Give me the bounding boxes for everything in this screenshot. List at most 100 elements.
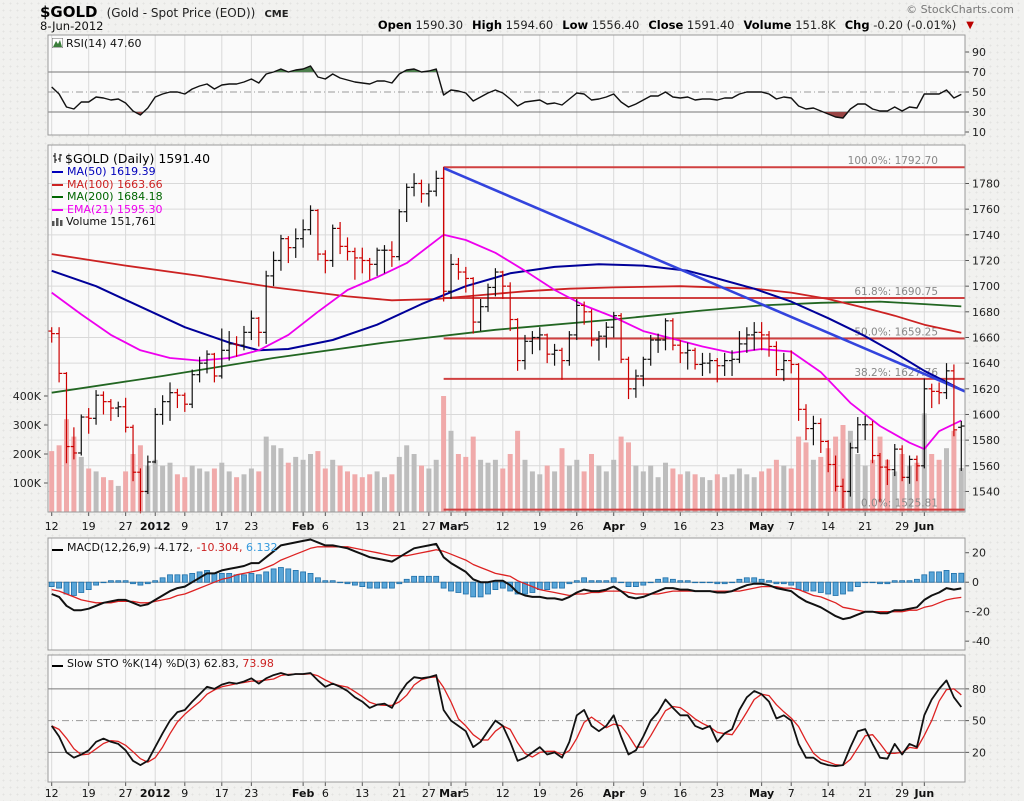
svg-text:6: 6 — [322, 520, 329, 533]
sto-value-k: 62.83, — [203, 657, 239, 670]
svg-text:50: 50 — [972, 715, 986, 728]
sto-legend: Slow STO %K(14) %D(3) 62.83, 73.98 — [52, 657, 274, 670]
rsi-legend-text: RSI(14) 47.60 — [66, 37, 142, 50]
svg-text:300K: 300K — [13, 419, 42, 432]
line-swatch-icon — [52, 208, 63, 211]
quote-volume: Volume 151.8K — [743, 18, 836, 32]
svg-text:26: 26 — [570, 520, 584, 533]
svg-text:23: 23 — [710, 520, 724, 533]
svg-text:13: 13 — [355, 520, 369, 533]
svg-text:7: 7 — [788, 520, 795, 533]
volume-legend-text: Volume 151,761 — [66, 215, 156, 228]
overlay-legend-list: MA(50) 1619.39 MA(100) 1663.66 MA(200) 168… — [52, 165, 210, 217]
quote-chg: Chg -0.20 (-0.01%) — [844, 18, 957, 32]
svg-text:2012: 2012 — [140, 787, 171, 800]
svg-text:Jun: Jun — [913, 520, 934, 533]
svg-text:19: 19 — [82, 787, 96, 800]
svg-text:27: 27 — [119, 520, 133, 533]
quote-bar: Open 1590.30 High 1594.60 Low 1556.40 Close… — [378, 18, 974, 32]
svg-text:14: 14 — [821, 520, 835, 533]
svg-text:29: 29 — [895, 787, 909, 800]
quote-close: Close 1591.40 — [648, 18, 735, 32]
svg-text:200K: 200K — [13, 448, 42, 461]
svg-text:29: 29 — [895, 520, 909, 533]
price-legend: $GOLD (Daily) 1591.40 MA(50) 1619.39 MA(1… — [52, 151, 210, 229]
svg-text:6: 6 — [322, 787, 329, 800]
macd-legend-label: MACD(12,26,9) — [67, 541, 151, 554]
macd-value-2: -10.304, — [196, 541, 243, 554]
svg-text:100.0%: 1792.70: 100.0%: 1792.70 — [848, 155, 938, 167]
svg-text:27: 27 — [422, 787, 436, 800]
rsi-legend: RSI(14) 47.60 — [51, 37, 142, 51]
price-legend-title: $GOLD (Daily) 1591.40 — [52, 151, 210, 166]
svg-text:Jun: Jun — [913, 787, 934, 800]
volume-axis: 400K 300K 200K 100K — [13, 390, 48, 490]
x-axis-labels-1: 12 19 27 2012 9 17 23 Feb 6 13 21 27 Mar 5 12 19 26 Apr 9 1… — [45, 512, 934, 533]
svg-text:61.8%: 1690.75: 61.8%: 1690.75 — [854, 286, 938, 298]
svg-text:1780: 1780 — [972, 177, 1000, 190]
svg-text:1680: 1680 — [972, 306, 1000, 319]
overlay-legend-item: MA(50) 1619.39 — [52, 165, 210, 179]
svg-text:1700: 1700 — [972, 280, 1000, 293]
svg-text:20: 20 — [972, 547, 986, 560]
svg-text:5: 5 — [462, 787, 469, 800]
svg-text:19: 19 — [533, 787, 547, 800]
chart-date: 8-Jun-2012 — [40, 19, 104, 33]
macd-value-1: -4.172, — [154, 541, 194, 554]
svg-text:5: 5 — [462, 520, 469, 533]
price-axis: 1780 1760 1740 1720 1700 1680 1660 1640 1620 1600… — [965, 177, 1000, 498]
svg-text:1620: 1620 — [972, 383, 1000, 396]
svg-text:2012: 2012 — [140, 520, 171, 533]
svg-text:23: 23 — [244, 520, 258, 533]
svg-text:1660: 1660 — [972, 331, 1000, 344]
trendline — [443, 166, 966, 393]
svg-text:23: 23 — [710, 787, 724, 800]
macd-panel — [48, 538, 965, 621]
svg-text:50: 50 — [972, 86, 986, 99]
svg-text:1580: 1580 — [972, 434, 1000, 447]
ticker-symbol: $GOLD — [40, 3, 98, 21]
svg-text:1740: 1740 — [972, 229, 1000, 242]
svg-text:12: 12 — [496, 787, 510, 800]
svg-text:Apr: Apr — [603, 787, 625, 800]
macd-axis: 20 0 -20 -40 — [965, 547, 990, 648]
line-swatch-icon — [52, 183, 63, 186]
line-swatch-icon — [52, 171, 63, 174]
svg-text:100K: 100K — [13, 477, 42, 490]
overlay-legend-item: MA(200) 1684.18 — [52, 190, 210, 204]
rsi-panel — [48, 65, 965, 119]
svg-text:21: 21 — [392, 787, 406, 800]
svg-text:19: 19 — [533, 520, 547, 533]
svg-text:38.2%: 1627.76: 38.2%: 1627.76 — [854, 367, 938, 379]
copyright: © StockCharts.com — [906, 3, 1014, 16]
svg-text:0.0%: 1525.81: 0.0%: 1525.81 — [861, 498, 938, 510]
svg-text:21: 21 — [858, 787, 872, 800]
macd-legend: MACD(12,26,9) -4.172, -10.304, 6.132 — [52, 541, 277, 554]
svg-text:90: 90 — [972, 46, 986, 59]
svg-text:9: 9 — [181, 520, 188, 533]
svg-text:26: 26 — [570, 787, 584, 800]
svg-text:1760: 1760 — [972, 203, 1000, 216]
overlay-legend-item: EMA(21) 1595.30 — [52, 203, 210, 217]
svg-text:9: 9 — [640, 520, 647, 533]
svg-text:1640: 1640 — [972, 357, 1000, 370]
svg-text:70: 70 — [972, 66, 986, 79]
svg-text:1720: 1720 — [972, 254, 1000, 267]
svg-text:10: 10 — [972, 126, 986, 139]
header: $GOLD (Gold - Spot Price (EOD)) CME — [40, 2, 289, 21]
price-legend-title-text: $GOLD (Daily) 1591.40 — [65, 151, 211, 166]
area-chart-icon — [51, 37, 64, 51]
sto-legend-label: Slow STO %K(14) %D(3) — [67, 657, 201, 670]
svg-text:Feb: Feb — [292, 520, 315, 533]
svg-text:Feb: Feb — [292, 787, 315, 800]
svg-text:19: 19 — [82, 520, 96, 533]
svg-text:9: 9 — [640, 787, 647, 800]
svg-text:13: 13 — [355, 787, 369, 800]
down-triangle-icon: ▼ — [966, 19, 974, 31]
svg-text:14: 14 — [821, 787, 835, 800]
stochastic-panel — [48, 672, 965, 767]
svg-text:Mar: Mar — [439, 520, 463, 533]
svg-text:21: 21 — [392, 520, 406, 533]
